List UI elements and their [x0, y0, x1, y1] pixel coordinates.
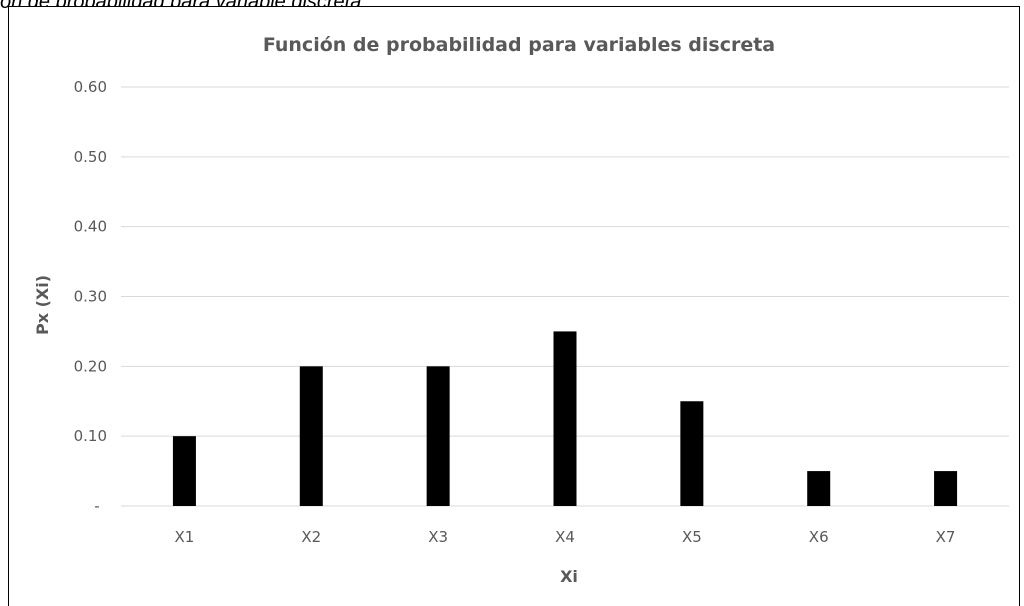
y-tick-label: 0.30: [74, 288, 107, 306]
bar-chart: Función de probabilidad para variables d…: [33, 34, 1009, 586]
bar-x2: [299, 366, 323, 506]
bar-x5: [680, 401, 704, 506]
x-tick-label: X2: [301, 528, 321, 546]
x-tick-label: X1: [175, 528, 195, 546]
x-tick-label: X3: [428, 528, 448, 546]
y-tick-label: 0.60: [74, 78, 107, 96]
x-axis-ticks: X1 X2 X3 X4 X5 X6 X7: [175, 528, 956, 546]
bars: [172, 331, 958, 506]
y-tick-label: 0.40: [74, 218, 107, 236]
y-axis-title: Px (Xi): [33, 275, 52, 335]
x-tick-label: X6: [809, 528, 829, 546]
y-tick-label: 0.20: [74, 357, 107, 375]
x-tick-label: X4: [555, 528, 575, 546]
chart-title: Función de probabilidad para variables d…: [263, 34, 775, 56]
bar-x4: [553, 331, 577, 506]
chart-frame: Función de probabilidad para variables d…: [8, 6, 1020, 606]
y-axis-ticks: - 0.10 0.20 0.30 0.40 0.50 0.60: [74, 78, 107, 515]
bar-x3: [426, 366, 450, 506]
bar-x7: [934, 471, 958, 506]
x-tick-label: X7: [936, 528, 956, 546]
x-axis-title: Xi: [560, 567, 578, 586]
bar-x1: [172, 436, 196, 506]
y-tick-label: -: [94, 497, 99, 515]
x-tick-label: X5: [682, 528, 702, 546]
y-tick-label: 0.10: [74, 427, 107, 445]
bar-x6: [807, 471, 831, 506]
y-tick-label: 0.50: [74, 148, 107, 166]
